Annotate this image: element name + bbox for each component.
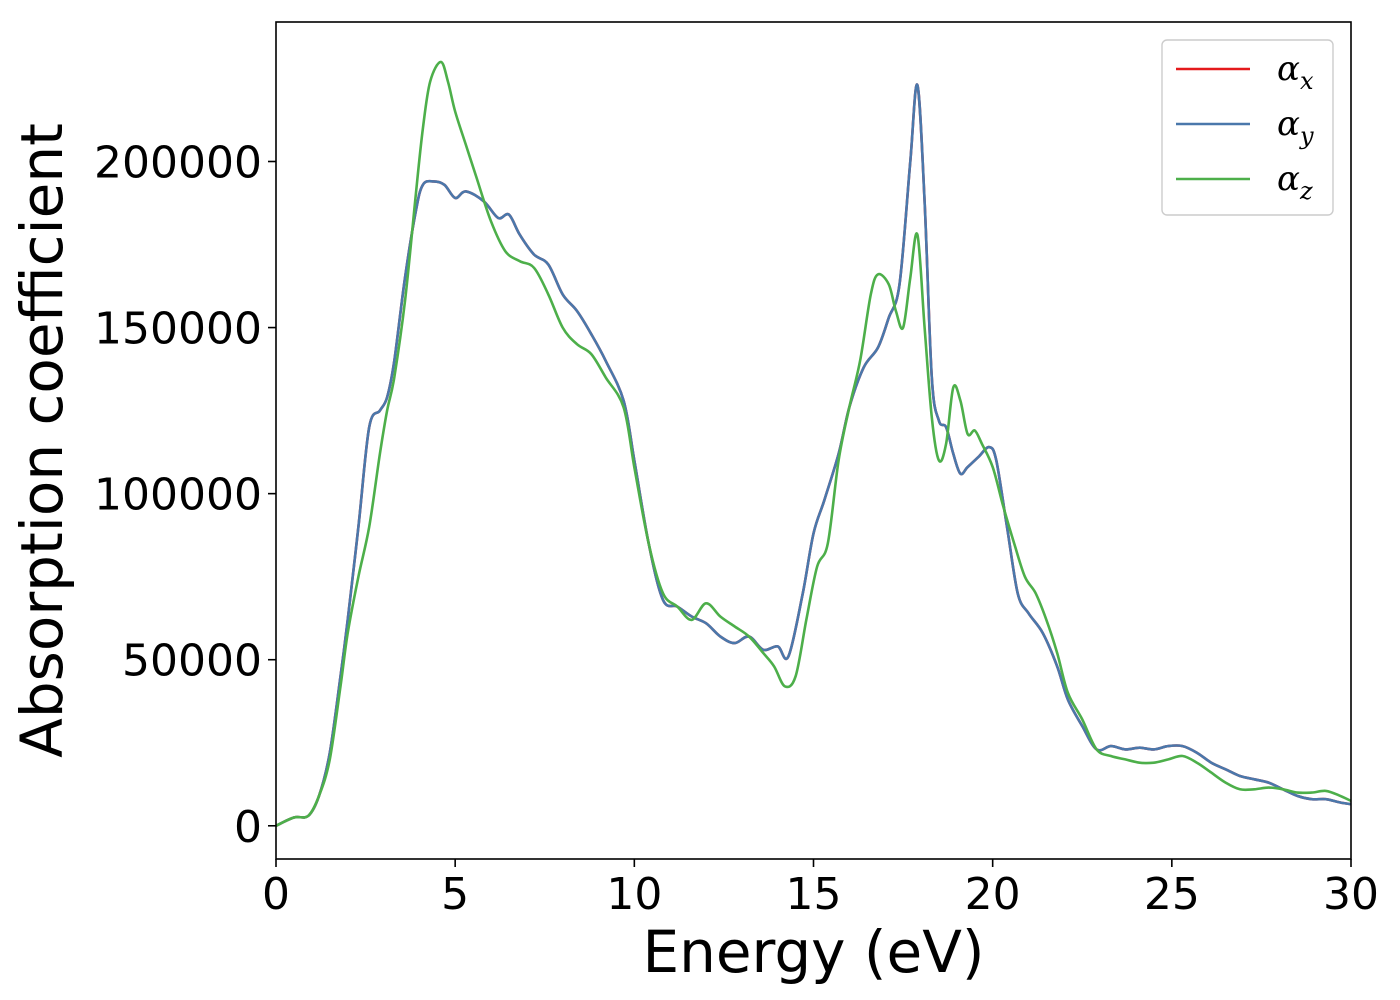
x-tick-label: 10 xyxy=(606,869,662,920)
y-axis-ticks: 0 50000 100000 150000 200000 xyxy=(94,138,276,853)
y-axis-title: Absorption coefficient xyxy=(8,123,76,758)
y-tick-label: 50000 xyxy=(122,636,262,687)
y-tick-label: 150000 xyxy=(94,304,262,355)
legend-box xyxy=(1161,39,1334,216)
x-tick-label: 0 xyxy=(262,869,290,920)
series-line-y xyxy=(276,83,1351,827)
y-tick-label: 200000 xyxy=(94,138,262,189)
series-line-z xyxy=(276,60,1351,827)
x-axis-title: Energy (eV) xyxy=(642,918,984,986)
y-tick-label: 100000 xyxy=(94,470,262,521)
y-tick-label: 0 xyxy=(234,802,262,853)
x-tick-label: 25 xyxy=(1144,869,1200,920)
x-tick-label: 30 xyxy=(1323,869,1379,920)
x-tick-label: 15 xyxy=(786,869,842,920)
legend-label-x: αx xyxy=(1277,49,1314,95)
x-tick-label: 5 xyxy=(441,869,469,920)
x-tick-label: 20 xyxy=(965,869,1021,920)
legend-label-y: αy xyxy=(1277,104,1314,150)
series-layer xyxy=(276,60,1351,827)
x-axis-ticks: 0 5 10 15 20 25 30 xyxy=(262,859,1379,920)
